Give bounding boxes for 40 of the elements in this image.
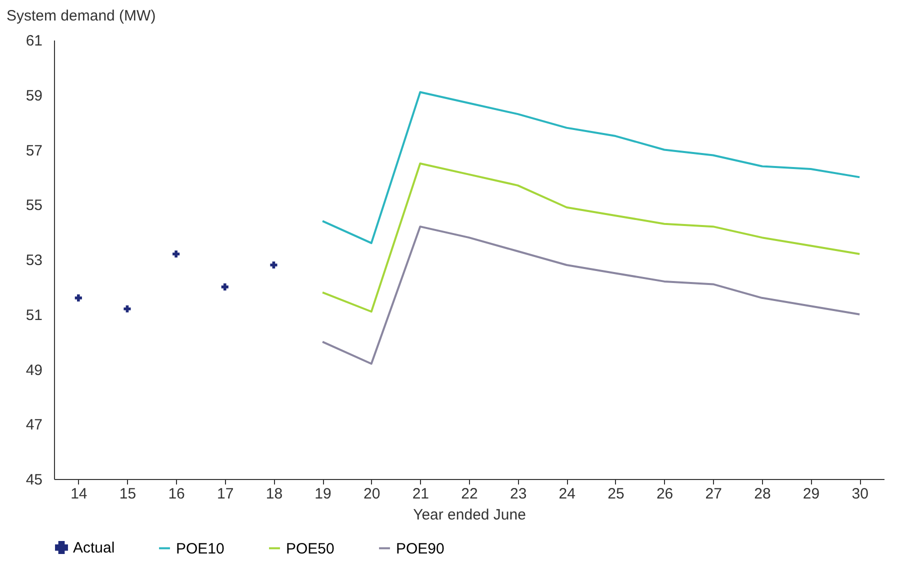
x-tick-label: 18: [266, 486, 283, 502]
x-tick-label: 22: [461, 486, 478, 502]
x-tick-label: 17: [217, 486, 234, 502]
y-tick-label: 49: [26, 362, 42, 379]
y-tick-label: 53: [26, 252, 42, 269]
y-tick-label: 59: [26, 87, 42, 104]
point: [270, 261, 278, 269]
y-tick-label: 51: [26, 306, 42, 324]
x-tick-label: 27: [705, 486, 722, 502]
legend-label: Actual: [73, 540, 115, 557]
x-tick-label: 24: [558, 486, 576, 502]
x-tick-label: 20: [364, 486, 380, 502]
x-tick-label: 29: [802, 486, 820, 502]
line-series: [322, 162, 861, 313]
y-tick-label: 61: [26, 32, 42, 50]
x-tick-label: 14: [70, 486, 88, 502]
x-tick-label: 23: [510, 486, 527, 502]
y-tick-label: 55: [26, 197, 42, 214]
point: [74, 294, 82, 302]
x-axis-title: Year ended June: [413, 506, 526, 524]
line-series: [322, 91, 861, 244]
y-axis-title: System demand (MW): [6, 8, 156, 24]
point: [221, 283, 228, 290]
x-tick-label: 19: [314, 486, 332, 502]
y-tick-label: 47: [26, 416, 42, 434]
legend-label: POE90: [396, 540, 444, 558]
line-series: [322, 226, 861, 365]
x-tick-label: 25: [608, 486, 624, 502]
legend-label: POE50: [286, 540, 334, 558]
x-tick-label: 15: [119, 486, 136, 502]
x-tick-label: 21: [412, 486, 430, 502]
y-tick-label: 57: [26, 142, 42, 160]
x-tick-label: 28: [754, 486, 771, 502]
x-tick-label: 30: [852, 486, 868, 502]
y-tick-label: 45: [26, 472, 42, 488]
point: [172, 250, 180, 258]
point: [124, 305, 131, 312]
x-tick-label: 26: [656, 486, 674, 502]
legend-label: POE10: [176, 540, 224, 558]
x-tick-label: 16: [168, 486, 185, 502]
